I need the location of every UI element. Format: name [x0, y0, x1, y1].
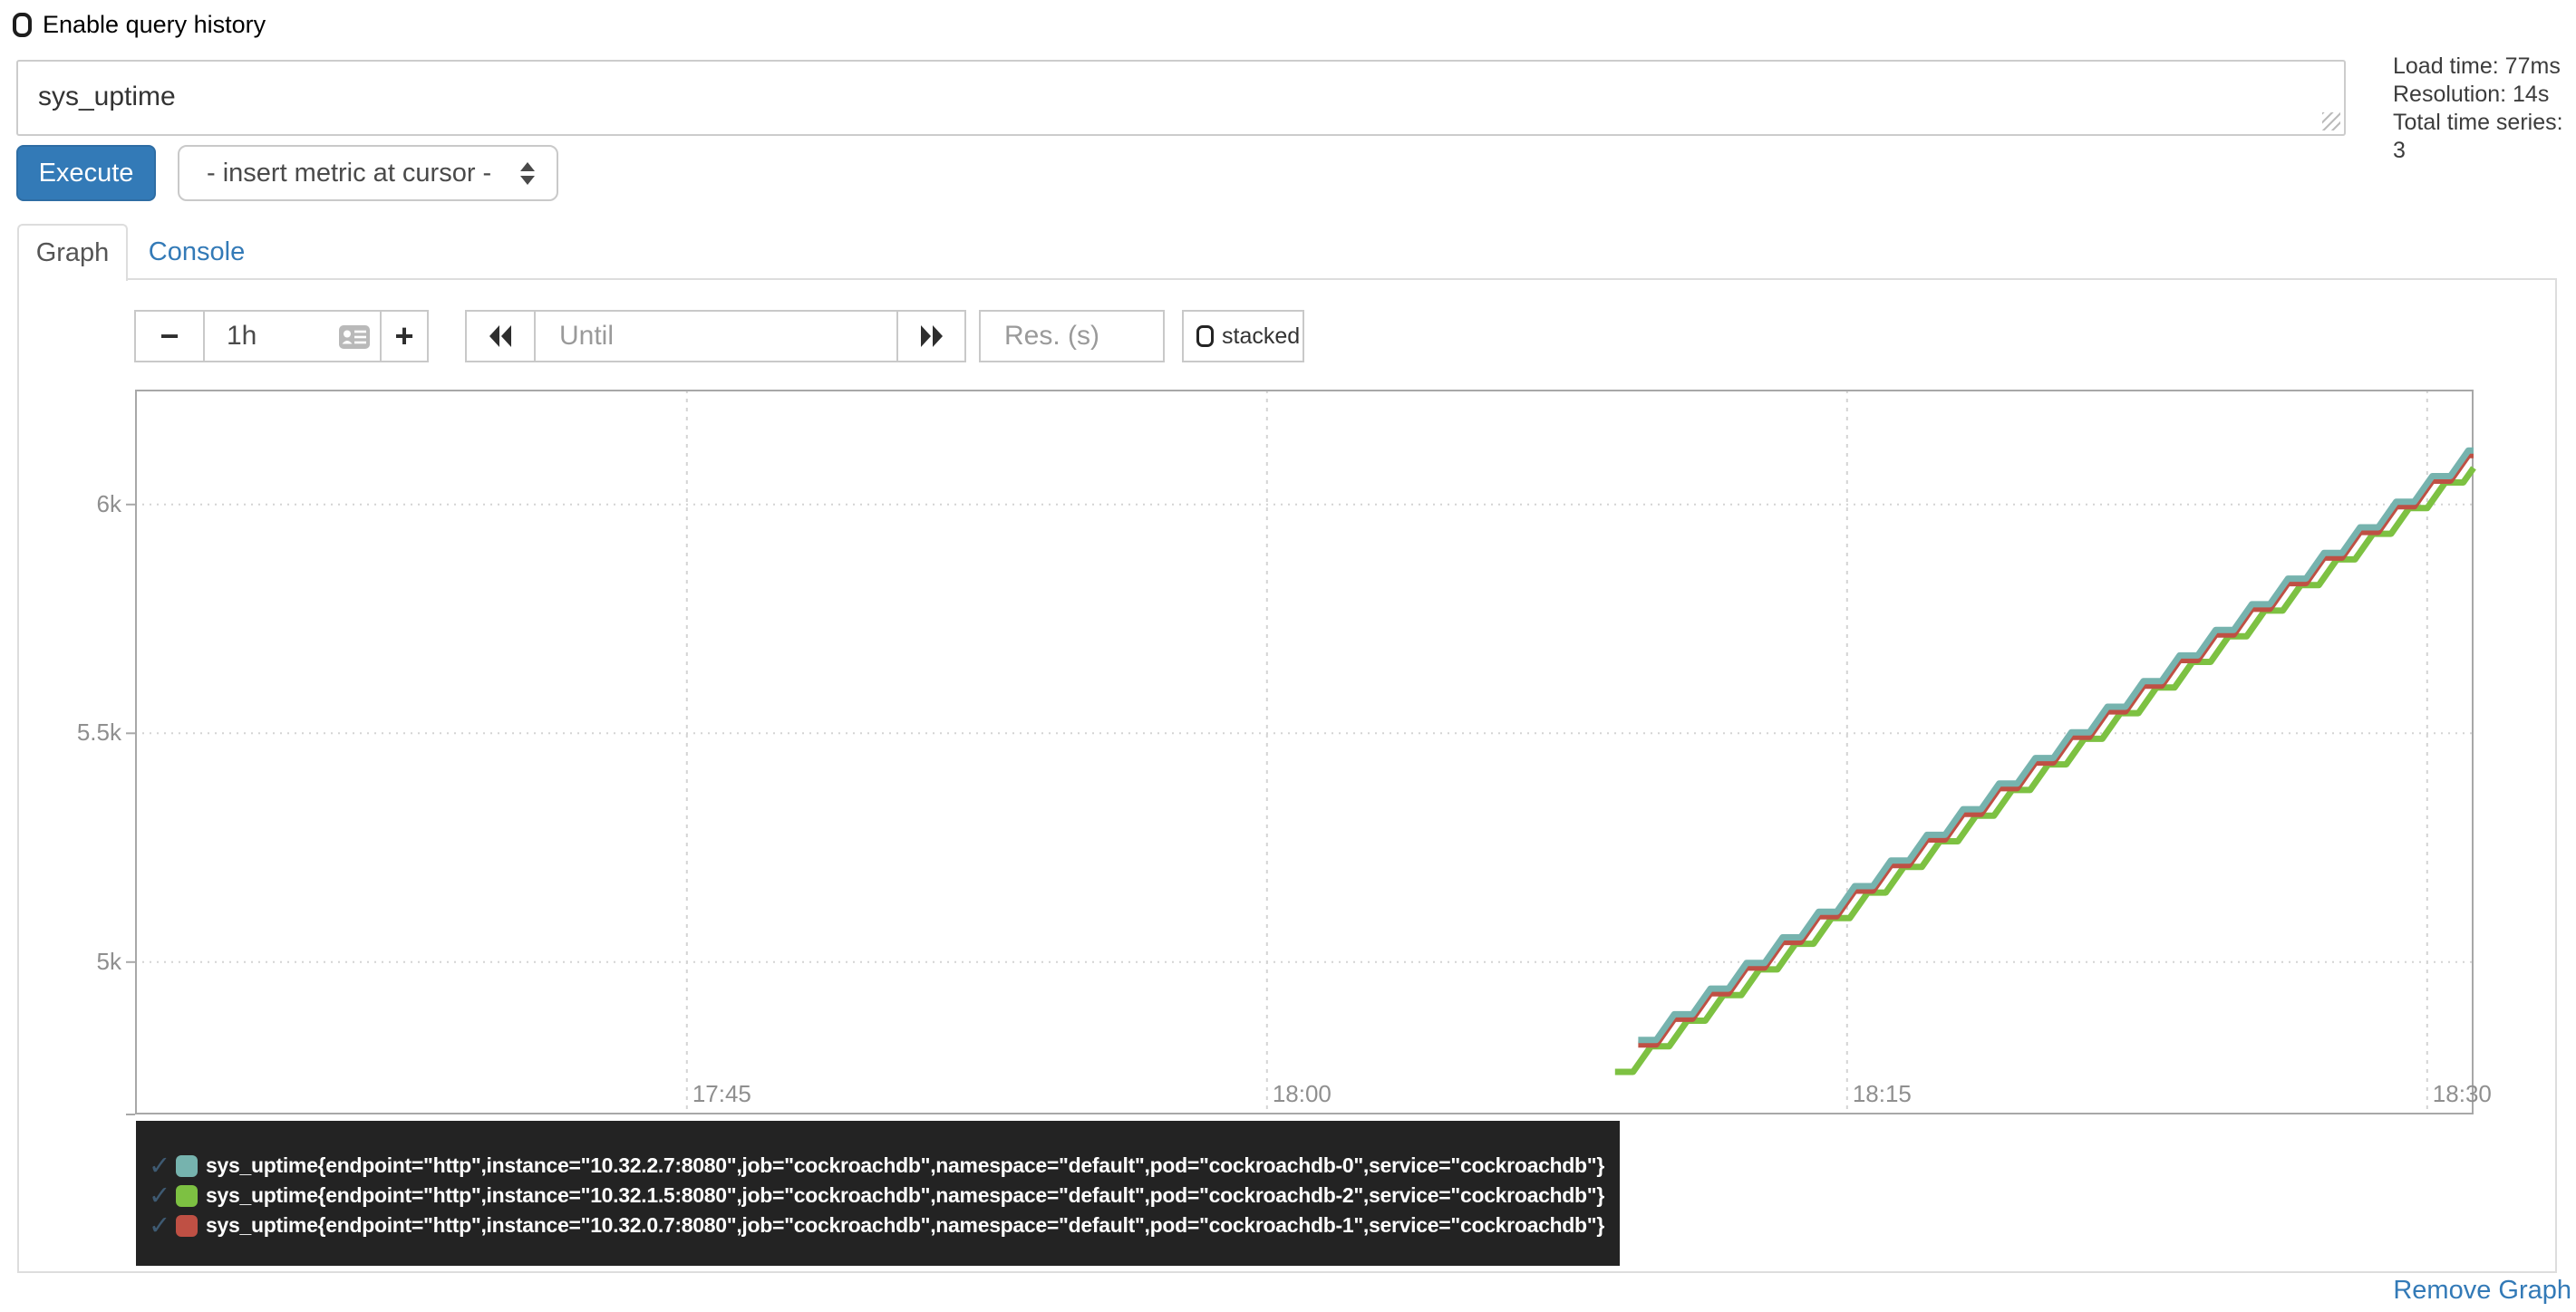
query-expression-input[interactable]	[16, 60, 2346, 136]
series-line	[1638, 447, 2474, 1044]
load-time-text: Load time: 77ms	[2393, 53, 2561, 79]
series-label: sys_uptime{endpoint="http",instance="10.…	[206, 1153, 1605, 1177]
until-input[interactable]	[536, 312, 896, 361]
execute-button[interactable]: Execute	[16, 145, 156, 201]
legend: ✓ sys_uptime{endpoint="http",instance="10…	[136, 1121, 1620, 1266]
range-increase-button[interactable]: +	[380, 312, 427, 361]
graph-plot-svg[interactable]	[126, 390, 2476, 1115]
series-enabled-check-icon: ✓	[149, 1182, 171, 1211]
x-axis-tick-label: 18:30	[2432, 1080, 2492, 1107]
x-axis-tick-label: 17:45	[692, 1080, 751, 1107]
series-color-swatch	[176, 1154, 198, 1177]
plot-border	[135, 390, 2474, 1114]
y-axis-tick-label: 6k	[96, 489, 121, 517]
fast-forward-icon	[920, 325, 943, 347]
series-enabled-check-icon: ✓	[149, 1152, 171, 1181]
resolution-text: Resolution: 14s	[2393, 82, 2550, 107]
tab-console[interactable]: Console	[148, 236, 246, 266]
series-color-swatch	[176, 1214, 198, 1237]
graph-panel	[17, 278, 2557, 1273]
range-input-cell	[203, 312, 380, 361]
insert-metric-select-value: - insert metric at cursor -	[207, 158, 492, 188]
range-control-group: − +	[134, 310, 429, 362]
legend-row[interactable]: ✓ sys_uptime{endpoint="http",instance="10…	[149, 1151, 1620, 1181]
x-axis-tick-label: 18:15	[1852, 1080, 1912, 1107]
datetime-picker-icon[interactable]	[338, 323, 371, 355]
textarea-resize-grip-icon[interactable]	[2322, 112, 2340, 130]
rewind-icon	[489, 325, 511, 347]
resolution-input[interactable]	[979, 310, 1165, 362]
range-decrease-button[interactable]: −	[136, 312, 203, 361]
tab-graph[interactable]: Graph	[17, 224, 128, 281]
until-input-cell	[534, 312, 896, 361]
legend-row[interactable]: ✓ sys_uptime{endpoint="http",instance="10…	[149, 1211, 1620, 1240]
stacked-label: stacked	[1222, 323, 1301, 349]
stacked-toggle[interactable]: stacked	[1182, 310, 1304, 362]
y-axis-tick-label: 5k	[96, 947, 121, 975]
query-stats: Load time: 77ms Resolution: 14s Total ti…	[2393, 53, 2576, 165]
until-forward-button[interactable]	[896, 312, 964, 361]
series-label: sys_uptime{endpoint="http",instance="10.…	[206, 1183, 1605, 1207]
enable-query-history-checkbox[interactable]	[13, 12, 32, 37]
enable-query-history-label: Enable query history	[43, 10, 266, 38]
total-series-text: Total time series: 3	[2393, 110, 2563, 163]
enable-query-history-row: Enable query history	[13, 9, 266, 40]
insert-metric-select[interactable]: - insert metric at cursor -	[178, 145, 558, 201]
x-axis-tick-label: 18:00	[1272, 1080, 1332, 1107]
y-axis-tick-label: 5.5k	[76, 719, 121, 747]
until-back-button[interactable]	[467, 312, 534, 361]
stacked-checkbox-icon	[1196, 325, 1214, 347]
series-enabled-check-icon: ✓	[149, 1211, 171, 1240]
remove-graph-link[interactable]: Remove Graph	[2393, 1276, 2571, 1305]
select-arrows-icon	[520, 161, 535, 185]
series-color-swatch	[176, 1184, 198, 1207]
until-control-group	[465, 310, 966, 362]
series-label: sys_uptime{endpoint="http",instance="10.…	[206, 1213, 1605, 1237]
legend-row[interactable]: ✓ sys_uptime{endpoint="http",instance="10…	[149, 1181, 1620, 1211]
